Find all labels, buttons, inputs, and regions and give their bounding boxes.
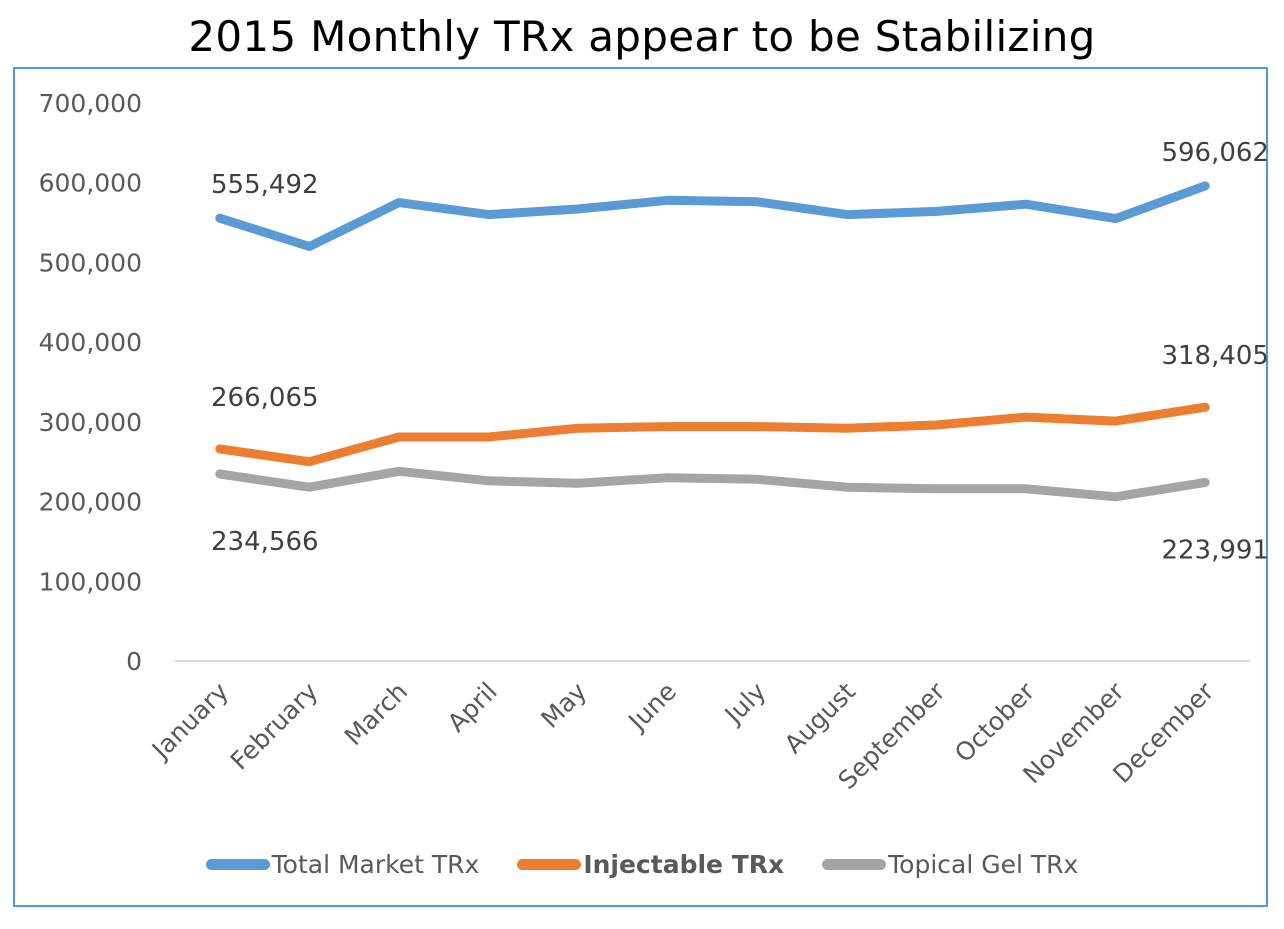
x-tick-label: July (718, 677, 772, 731)
x-tick-label: January (145, 677, 234, 766)
x-tick-label: August (779, 677, 862, 760)
legend-label: Total Market TRx (271, 849, 480, 879)
legend-item: Topical Gel TRx (822, 850, 1078, 879)
x-tick-label: June (622, 677, 682, 737)
legend-item: Total Market TRx (205, 849, 480, 879)
y-tick-label: 700,000 (39, 89, 142, 118)
series-line (215, 466, 1210, 502)
y-tick-label: 0 (126, 647, 142, 676)
legend-item: Injectable TRx (517, 850, 784, 879)
series-line (215, 402, 1210, 467)
legend-label: Topical Gel TRx (888, 849, 1079, 879)
legend-swatch (205, 858, 270, 870)
data-label: 234,566 (211, 527, 319, 557)
data-label: 223,991 (1161, 535, 1269, 565)
data-label: 555,492 (211, 170, 319, 200)
series-line (215, 181, 1210, 251)
legend-swatch (822, 858, 887, 870)
y-tick-label: 100,000 (39, 567, 142, 596)
legend: Total Market TRx Injectable TRx Topical Ge… (0, 842, 1284, 886)
chart-title: 2015 Monthly TRx appear to be Stabilizin… (188, 12, 1096, 61)
y-tick-label: 200,000 (39, 488, 142, 517)
y-tick-label: 500,000 (39, 248, 142, 277)
y-tick-label: 300,000 (39, 408, 142, 437)
data-label: 596,062 (1161, 138, 1269, 168)
chart-frame (13, 67, 1268, 907)
x-tick-label: October (949, 676, 1041, 768)
x-tick-label: March (339, 677, 413, 751)
y-tick-label: 600,000 (39, 169, 142, 198)
legend-label: Injectable TRx (583, 849, 785, 879)
y-tick-label: 400,000 (39, 328, 142, 357)
data-label: 266,065 (211, 383, 319, 413)
legend-swatch (517, 858, 582, 870)
data-label: 318,405 (1161, 341, 1269, 371)
x-tick-label: February (225, 677, 324, 776)
x-tick-label: May (535, 677, 592, 734)
x-tick-label: April (442, 677, 503, 738)
